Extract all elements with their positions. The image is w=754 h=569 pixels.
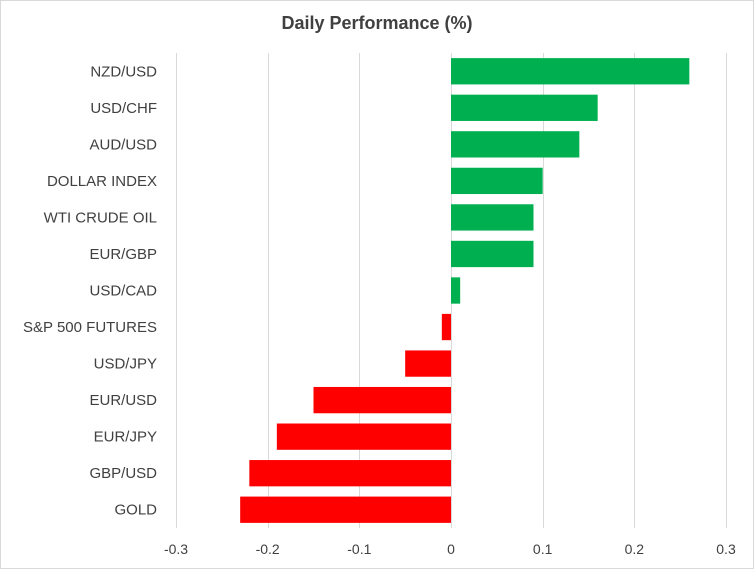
category-label: GOLD xyxy=(114,502,157,519)
x-tick-label: 0 xyxy=(447,541,455,557)
category-label: EUR/GBP xyxy=(89,246,157,263)
bar xyxy=(451,131,580,158)
bar xyxy=(451,58,690,85)
bar xyxy=(451,240,534,268)
x-tick-labels: -0.3 -0.2 -0.1 0 0.1 0.2 0.3 xyxy=(164,541,736,557)
bars xyxy=(240,58,690,523)
category-labels: NZD/USD USD/CHF AUD/USD DOLLAR INDEX WTI CRU… xyxy=(23,63,157,518)
bar xyxy=(249,460,451,487)
bar xyxy=(451,204,534,231)
x-tick-label: -0.2 xyxy=(256,541,280,557)
category-label: USD/JPY xyxy=(94,356,157,373)
category-label: S&P 500 FUTURES xyxy=(23,319,157,336)
category-label: WTI CRUDE OIL xyxy=(44,209,157,226)
chart-title: Daily Performance (%) xyxy=(281,13,473,33)
category-label: NZD/USD xyxy=(90,63,157,80)
category-label: DOLLAR INDEX xyxy=(47,173,157,190)
category-label: EUR/JPY xyxy=(94,429,157,446)
category-label: EUR/USD xyxy=(89,392,157,409)
bar xyxy=(405,350,451,377)
category-label: AUD/USD xyxy=(89,136,157,153)
bar xyxy=(276,423,451,450)
x-tick-label: -0.3 xyxy=(164,541,188,557)
bar xyxy=(240,496,451,523)
category-label: USD/CAD xyxy=(89,283,157,300)
bar xyxy=(451,277,461,304)
bar xyxy=(441,313,451,341)
x-tick-label: -0.1 xyxy=(347,541,371,557)
category-label: GBP/USD xyxy=(89,465,157,482)
category-label: USD/CHF xyxy=(90,100,157,117)
bar xyxy=(451,94,598,121)
x-tick-label: 0.3 xyxy=(716,541,736,557)
x-tick-label: 0.2 xyxy=(625,541,645,557)
x-tick-label: 0.1 xyxy=(533,541,553,557)
bar xyxy=(451,167,543,195)
bar xyxy=(313,386,451,414)
